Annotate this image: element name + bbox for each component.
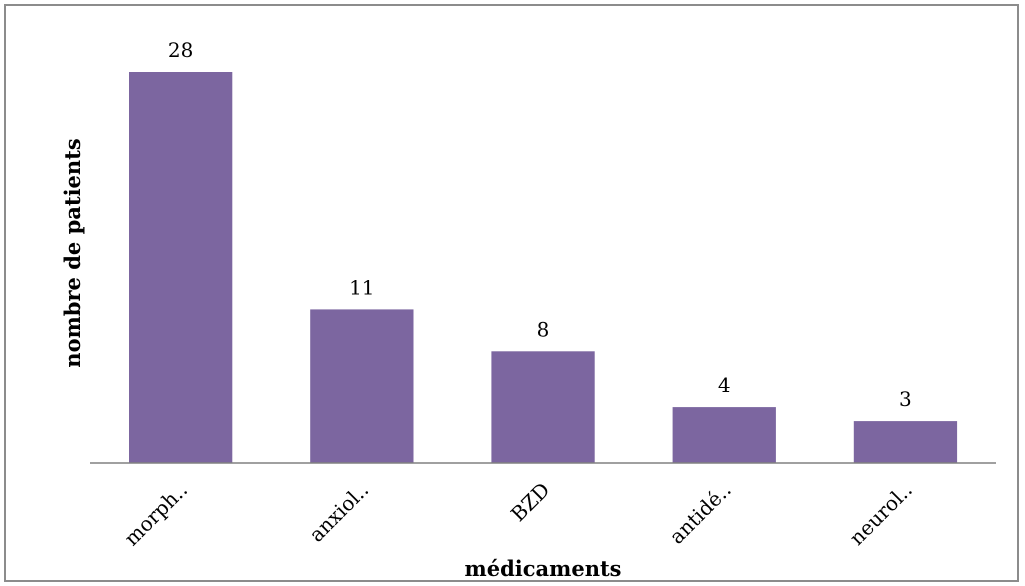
data-labels-group: 28 11 8 4 3	[168, 38, 912, 411]
x-tick-label-0: morph..	[119, 478, 192, 551]
data-label-1: 11	[349, 275, 374, 299]
data-label-0: 28	[168, 38, 193, 62]
x-tick-label-3: antidé..	[665, 478, 736, 549]
bars-group	[129, 72, 958, 463]
bar-1	[310, 309, 414, 463]
data-label-3: 4	[718, 373, 731, 397]
bar-2	[491, 351, 595, 463]
x-tick-label-2: BZD	[506, 478, 555, 527]
x-tick-label-1: anxiol..	[304, 478, 373, 547]
x-tick-labels-group: morph.. anxiol.. BZD antidé.. neurol..	[119, 478, 917, 551]
bar-3	[672, 407, 776, 463]
data-label-4: 3	[899, 387, 912, 411]
x-axis-title: médicaments	[464, 556, 621, 581]
bar-0	[129, 72, 233, 463]
bar-4	[853, 421, 958, 463]
data-label-2: 8	[537, 317, 550, 341]
y-axis-title: nombre de patients	[60, 138, 85, 367]
x-tick-label-4: neurol..	[845, 478, 917, 550]
